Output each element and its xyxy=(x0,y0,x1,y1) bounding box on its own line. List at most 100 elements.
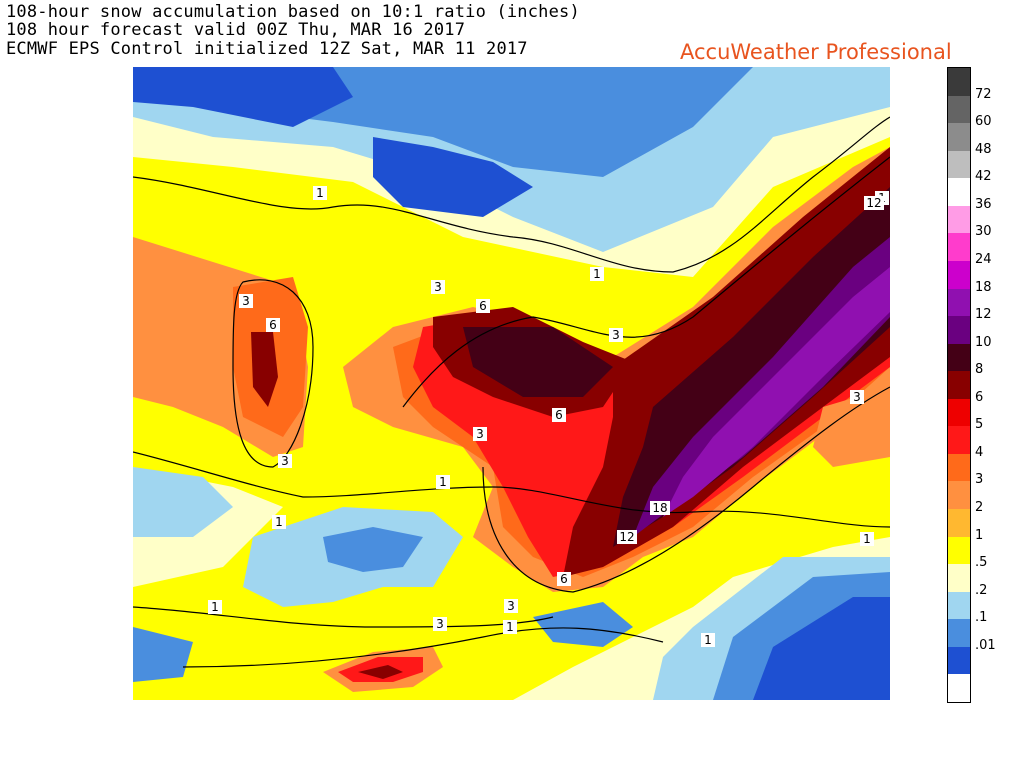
svg-text:18: 18 xyxy=(652,501,667,515)
legend-label: .01 xyxy=(975,637,996,653)
contour-label: 3 xyxy=(609,328,623,342)
contour-label: 1 xyxy=(860,532,874,546)
contour-labels: 1 1 1 1 1 1 1 1 1 3 3 3 3 3 3 3 3 6 6 6 … xyxy=(208,186,889,647)
contour-label: 6 xyxy=(552,408,566,422)
contour-label: 1 xyxy=(701,633,715,647)
contour-label: 3 xyxy=(473,427,487,441)
legend-swatch xyxy=(948,536,970,565)
contour-label: 3 xyxy=(850,390,864,404)
svg-text:1: 1 xyxy=(863,532,871,546)
contour-label: 1 xyxy=(503,620,517,634)
snow-zone-12in xyxy=(663,267,890,517)
legend-swatch xyxy=(948,509,970,538)
contour-label: 3 xyxy=(433,617,447,631)
legend-label: 8 xyxy=(975,362,984,378)
contour-label: 6 xyxy=(557,572,571,586)
legend-label: 2 xyxy=(975,500,984,516)
svg-text:3: 3 xyxy=(476,427,484,441)
model-init-time: ECMWF EPS Control initialized 12Z Sat, M… xyxy=(6,39,528,59)
svg-text:1: 1 xyxy=(593,267,601,281)
legend-swatch xyxy=(948,343,970,372)
contour-lines xyxy=(133,116,890,668)
svg-text:12: 12 xyxy=(866,196,881,210)
svg-text:1: 1 xyxy=(704,633,712,647)
legend-swatch xyxy=(948,123,970,152)
svg-text:3: 3 xyxy=(242,294,250,308)
contour-label: 3 xyxy=(278,454,292,468)
contour-label: 3 xyxy=(239,294,253,308)
contour-label: 6 xyxy=(476,299,490,313)
snow-zone-6in xyxy=(251,332,278,407)
contour-label: 12 xyxy=(864,196,884,210)
snowfall-map: 1 1 1 1 1 1 1 1 1 3 3 3 3 3 3 3 3 6 6 6 … xyxy=(133,67,890,700)
contour-label: 3 xyxy=(504,599,518,613)
legend-label: 36 xyxy=(975,196,992,212)
snow-zone-8in xyxy=(463,327,613,397)
legend-swatch xyxy=(948,233,970,262)
legend-swatch xyxy=(948,316,970,345)
snow-zone-dark-blue xyxy=(373,137,533,217)
legend-label: 6 xyxy=(975,389,984,405)
contour-label: 3 xyxy=(431,280,445,294)
legend-swatch xyxy=(948,150,970,179)
legend-swatch xyxy=(948,205,970,234)
legend-swatch xyxy=(948,426,970,455)
legend-swatch xyxy=(948,288,970,317)
svg-text:1: 1 xyxy=(275,515,283,529)
legend-label: 5 xyxy=(975,417,984,433)
contour-label: 6 xyxy=(266,318,280,332)
legend-swatch xyxy=(948,178,970,207)
legend-label: 72 xyxy=(975,86,992,102)
svg-text:1: 1 xyxy=(211,600,219,614)
legend-label: 10 xyxy=(975,334,992,350)
svg-text:3: 3 xyxy=(434,280,442,294)
legend-swatch xyxy=(948,481,970,510)
legend-label: .5 xyxy=(975,555,988,571)
legend-swatch xyxy=(948,619,970,648)
svg-text:1: 1 xyxy=(439,475,447,489)
legend-swatch xyxy=(948,674,970,703)
legend-swatch xyxy=(948,453,970,482)
legend-label: 42 xyxy=(975,169,992,185)
legend-swatch xyxy=(948,591,970,620)
snow-zone-6in xyxy=(358,665,403,679)
legend-swatch xyxy=(948,564,970,593)
legend-swatch xyxy=(948,260,970,290)
svg-text:12: 12 xyxy=(619,530,634,544)
legend-label: 3 xyxy=(975,472,984,488)
svg-text:6: 6 xyxy=(269,318,277,332)
svg-text:6: 6 xyxy=(560,572,568,586)
svg-text:1: 1 xyxy=(316,186,324,200)
legend-swatch xyxy=(948,95,970,124)
legend-label: 48 xyxy=(975,141,992,157)
snow-zone-3in xyxy=(813,387,890,467)
legend-swatch xyxy=(948,646,970,675)
svg-text:1: 1 xyxy=(506,620,514,634)
contour-label: 1 xyxy=(208,600,222,614)
legend-swatch xyxy=(948,371,970,400)
legend-label: 1 xyxy=(975,527,984,543)
contour-label: 1 xyxy=(590,267,604,281)
svg-text:3: 3 xyxy=(507,599,515,613)
legend-label: 4 xyxy=(975,444,984,460)
legend-swatch xyxy=(948,68,970,97)
svg-text:6: 6 xyxy=(479,299,487,313)
snow-zone-mid-blue xyxy=(533,602,633,647)
snow-zone-mid-blue xyxy=(323,527,423,572)
brand-logo-text: AccuWeather Professional xyxy=(680,40,952,64)
legend-swatch xyxy=(948,398,970,427)
svg-text:3: 3 xyxy=(281,454,289,468)
legend-label: 12 xyxy=(975,307,992,323)
snow-zone-dark-blue xyxy=(133,67,353,127)
legend-label: .1 xyxy=(975,610,988,626)
legend-label: 24 xyxy=(975,251,992,267)
svg-text:3: 3 xyxy=(612,328,620,342)
snow-zone-mid-blue xyxy=(133,627,193,682)
contour-label: 1 xyxy=(272,515,286,529)
legend-label: 60 xyxy=(975,114,992,130)
contour-label: 18 xyxy=(650,501,670,515)
color-legend xyxy=(947,67,971,703)
svg-text:6: 6 xyxy=(555,408,563,422)
svg-text:3: 3 xyxy=(436,617,444,631)
contour-label: 12 xyxy=(617,530,637,544)
